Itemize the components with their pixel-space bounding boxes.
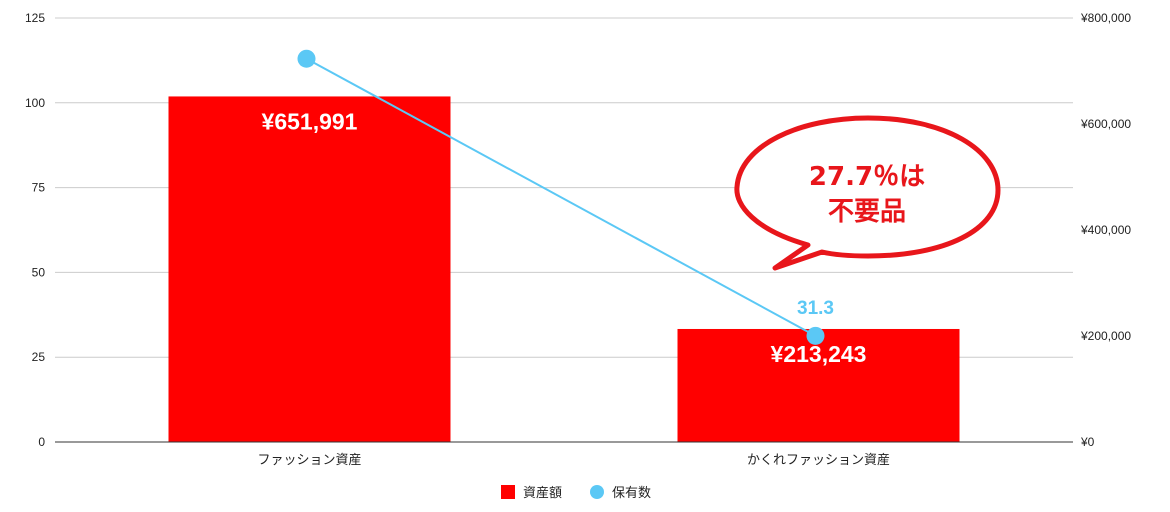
category-label: ファッション資産 [257, 452, 361, 468]
annotation-line-2: 不要品 [828, 197, 906, 227]
right-tick-label: ¥600,000 [1080, 117, 1131, 131]
line-data-label: 31.3 [797, 298, 834, 319]
legend-label-line: 保有数 [612, 486, 651, 501]
left-tick-label: 75 [32, 181, 46, 195]
annotation-bubble: 27.7％は 不要品 [734, 115, 1001, 271]
bar-data-label: ¥213,243 [771, 341, 867, 367]
left-tick-label: 100 [25, 96, 45, 110]
legend-swatch-bar [501, 485, 515, 499]
legend-label-bar: 資産額 [523, 485, 562, 501]
right-tick-label: ¥0 [1080, 435, 1095, 449]
right-tick-label: ¥800,000 [1080, 11, 1131, 25]
bar [677, 328, 960, 442]
line-point [806, 326, 825, 345]
line-series: 31.3 [297, 49, 834, 345]
annotation-line-1: 27.7％は [809, 162, 925, 192]
category-labels: ファッション資産 かくれファッション資産 [257, 452, 890, 468]
right-tick-label: ¥400,000 [1080, 223, 1131, 237]
bar-data-label: ¥651,991 [262, 108, 358, 134]
left-tick-label: 50 [32, 265, 46, 279]
left-tick-label: 25 [32, 350, 46, 364]
right-tick-label: ¥200,000 [1080, 329, 1131, 343]
bar-data-labels: ¥651,991 ¥213,243 [262, 108, 867, 367]
right-axis-ticks: ¥0 ¥200,000 ¥400,000 ¥600,000 ¥800,000 [1080, 11, 1131, 449]
legend: 資産額 保有数 [501, 485, 651, 501]
category-label: かくれファッション資産 [747, 452, 890, 468]
bar [168, 96, 451, 443]
legend-swatch-line [590, 485, 604, 499]
line-point [297, 49, 316, 68]
left-tick-label: 125 [25, 11, 45, 25]
series-line [306, 57, 816, 337]
annotation-bubble-shape [734, 115, 1001, 271]
left-tick-label: 0 [38, 435, 45, 449]
left-axis-ticks: 0 25 50 75 100 125 [25, 11, 45, 449]
bar-series [168, 96, 960, 443]
